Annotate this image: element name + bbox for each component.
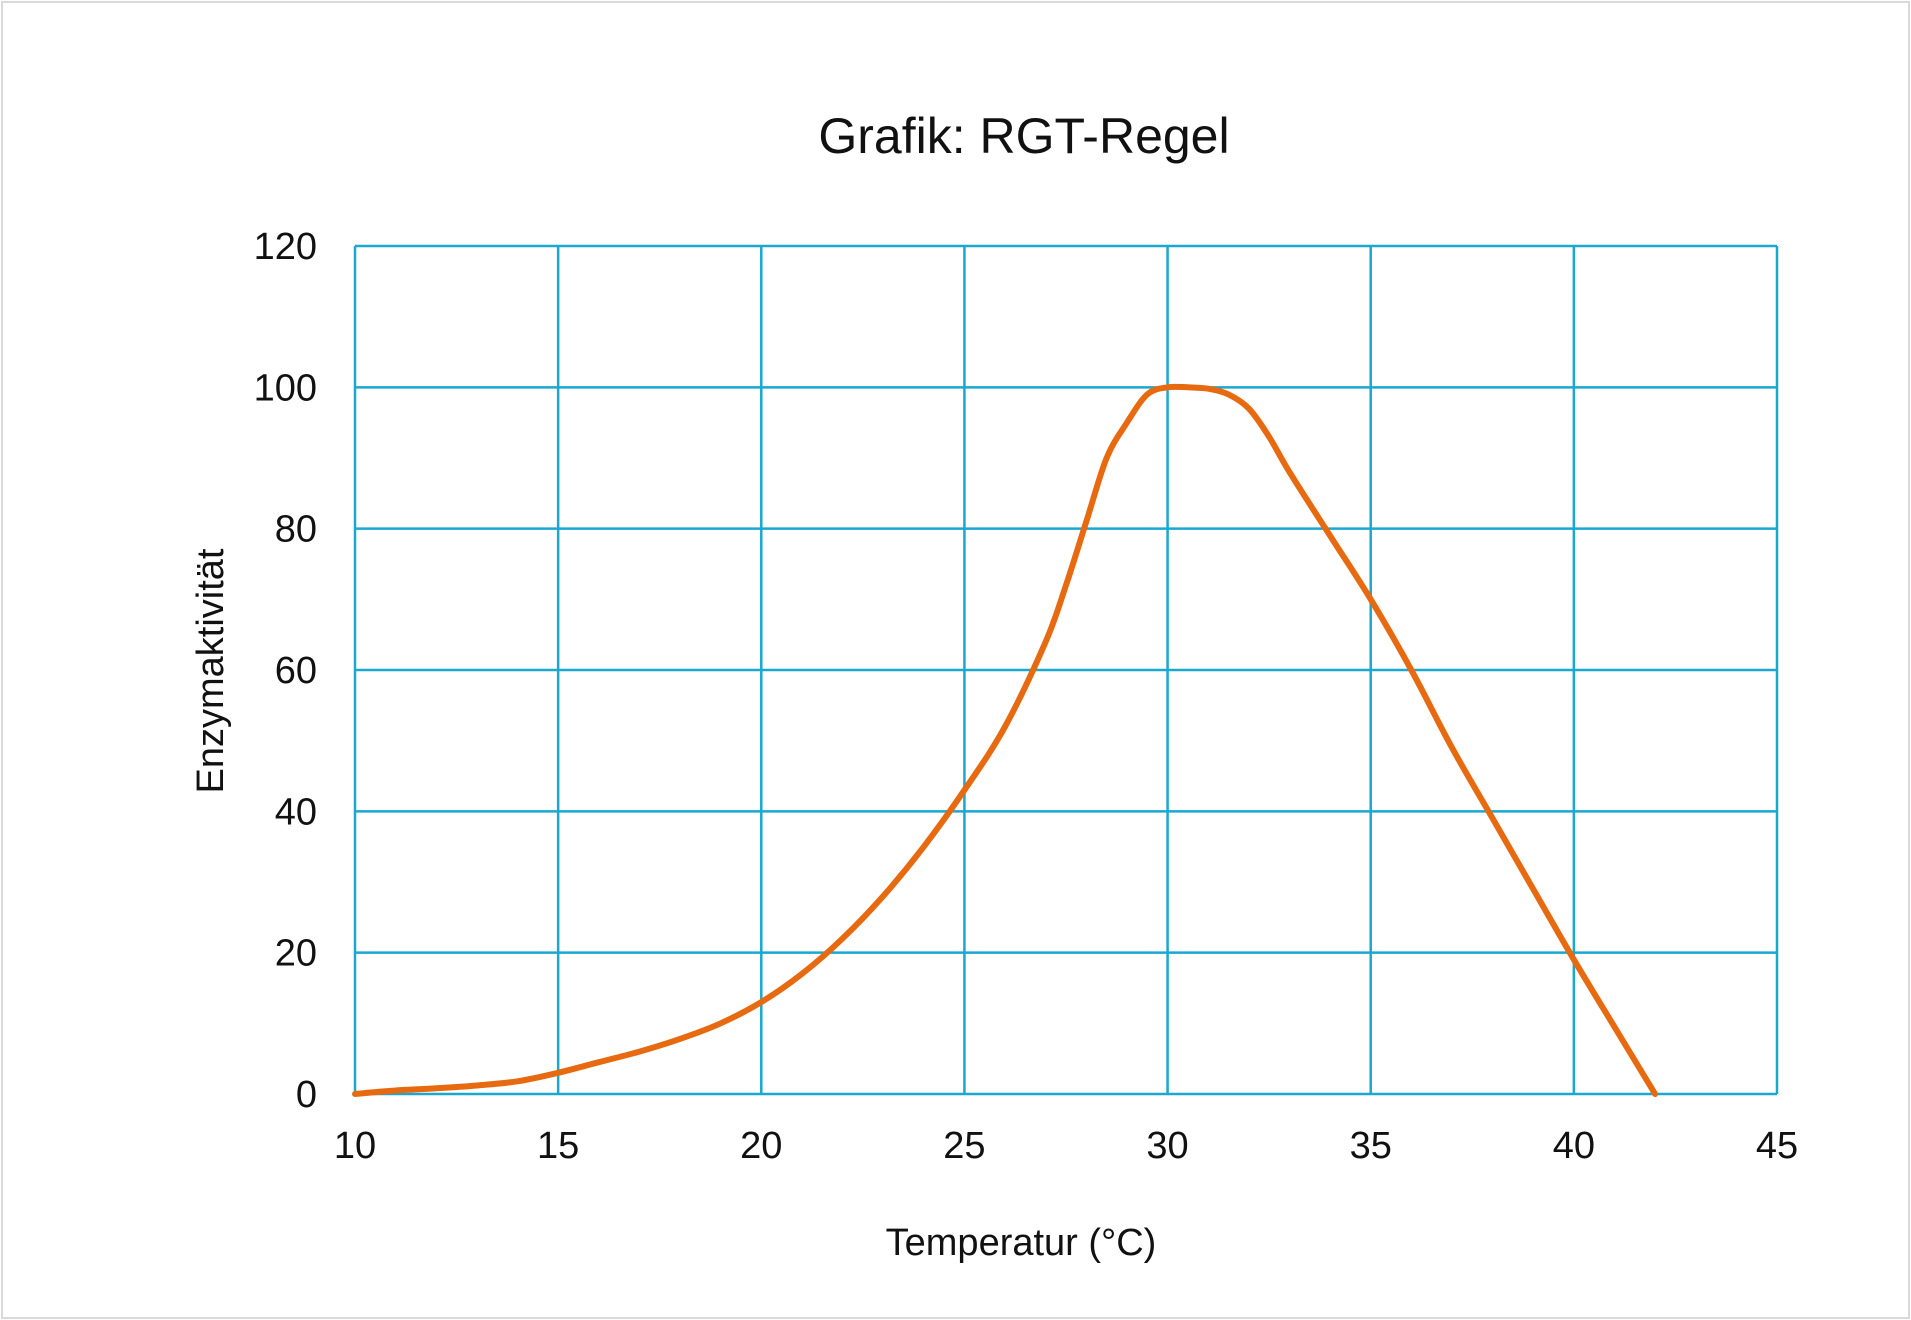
x-tick-label: 10: [334, 1125, 376, 1167]
x-tick-label: 25: [943, 1125, 985, 1167]
y-tick-label: 0: [296, 1074, 317, 1116]
tick-labels: 10 15 20 25 30 35 40 45 0 20 40 60 80 100 120: [254, 226, 1799, 1167]
x-tick-label: 35: [1350, 1125, 1392, 1167]
y-tick-label: 120: [254, 226, 317, 268]
x-tick-label: 30: [1146, 1125, 1188, 1167]
x-tick-label: 15: [537, 1125, 579, 1167]
y-tick-label: 100: [254, 367, 317, 409]
x-axis-label: Temperatur (°C): [886, 1222, 1157, 1264]
y-axis-label: Enzymaktivität: [190, 548, 232, 793]
y-tick-label: 20: [275, 933, 317, 975]
x-tick-label: 45: [1756, 1125, 1798, 1167]
x-tick-label: 20: [740, 1125, 782, 1167]
y-tick-label: 80: [275, 509, 317, 551]
series-layer: [352, 383, 1659, 1097]
y-tick-label: 60: [275, 650, 317, 692]
grid: [353, 244, 1779, 1096]
y-tick-label: 40: [275, 791, 317, 833]
chart-title: Grafik: RGT-Regel: [818, 108, 1229, 164]
x-tick-label: 40: [1553, 1125, 1595, 1167]
chart-svg: Grafik: RGT-Regel 10 15 20 25 30 35 40 45 0 20 40 6…: [190, 108, 1799, 1264]
series-line: [352, 383, 1659, 1097]
